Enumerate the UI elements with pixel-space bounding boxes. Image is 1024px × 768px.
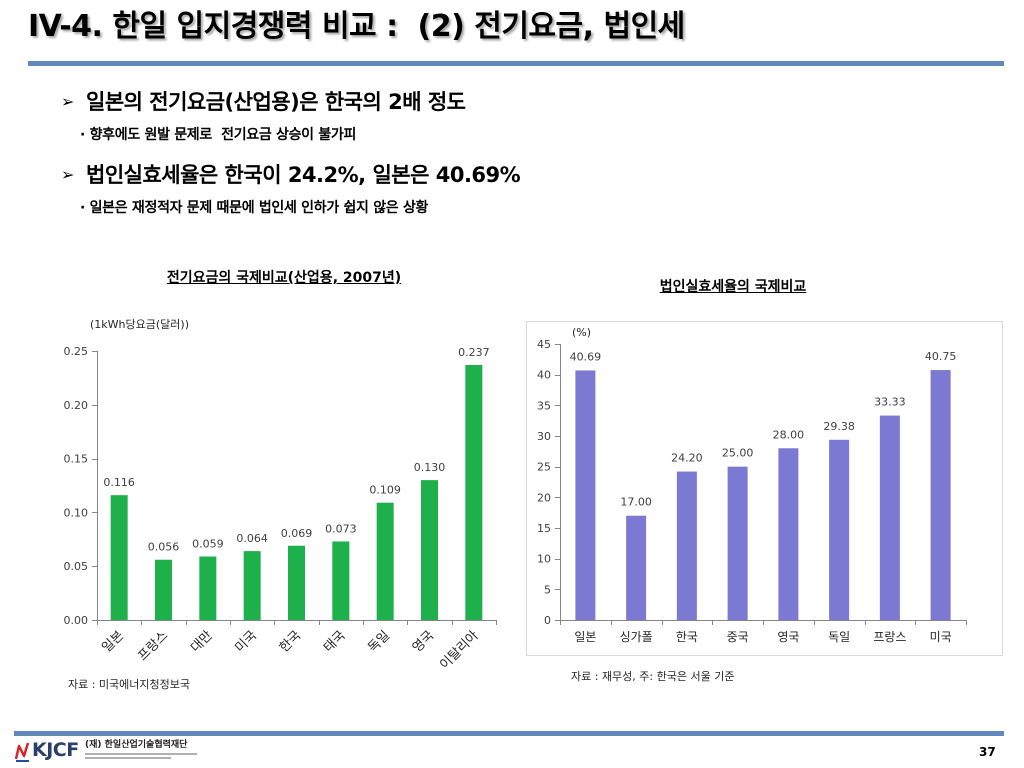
electricity-category-label: 독일 <box>365 628 393 656</box>
tax-y-tick-label: 15 <box>537 522 551 535</box>
tax-data-label: 40.69 <box>570 350 602 363</box>
electricity-bar <box>421 480 438 620</box>
tax-unit-label: (%) <box>572 326 592 339</box>
electricity-category-label: 프랑스 <box>135 628 171 664</box>
electricity-chart-title: 전기요금의 국제비교(산업용, 2007년) <box>166 270 402 286</box>
bullet-electricity-note: · 향후에도 원발 문제로 전기요금 상승이 불가피 <box>80 127 357 143</box>
tax-y-tick-label: 35 <box>537 399 551 412</box>
electricity-y-tick-label: 0.05 <box>64 560 89 573</box>
tax-data-label: 33.33 <box>874 396 906 409</box>
electricity-bar <box>155 559 172 620</box>
footer-divider <box>14 731 1004 736</box>
arrow-bullet-icon: ➢ <box>61 92 75 111</box>
page-number: 37 <box>979 745 996 759</box>
tax-bar <box>676 471 697 620</box>
electricity-data-label: 0.069 <box>281 527 313 540</box>
bullet-electricity: 일본의 전기요금(산업용)은 한국의 2배 정도 <box>86 90 466 114</box>
electricity-data-label: 0.073 <box>325 522 357 535</box>
tax-category-label: 일본 <box>574 630 596 644</box>
tax-data-label: 29.38 <box>823 420 855 433</box>
electricity-category-label: 태국 <box>321 628 349 656</box>
electricity-bar <box>110 495 128 620</box>
tax-y-tick-label: 30 <box>537 430 551 443</box>
electricity-bar <box>243 551 261 620</box>
tax-category-label: 독일 <box>828 630 850 644</box>
logo-wordmark: KJCF <box>32 739 79 761</box>
tax-bar <box>930 370 951 620</box>
electricity-data-label: 0.064 <box>236 532 268 545</box>
electricity-category-label: 이탈리아 <box>437 628 481 672</box>
tax-bar <box>778 448 799 620</box>
electricity-category-label: 한국 <box>277 628 305 656</box>
electricity-data-label: 0.056 <box>148 541 180 554</box>
tax-bar <box>727 466 748 620</box>
electricity-category-label: 미국 <box>232 628 260 656</box>
title-divider <box>28 61 1004 66</box>
tax-bar <box>575 370 596 620</box>
electricity-y-tick-label: 0.15 <box>64 453 89 466</box>
electricity-price-chart: 0.116 일본 0.056 프랑스 0.059 대만 0.064 미국 0.069 한국 0.07… <box>64 345 497 673</box>
tax-category-label: 싱가폴 <box>620 630 653 644</box>
bullet-corporate-tax-note: · 일본은 재정적자 문제 때문에 법인세 인하가 쉽지 않은 상황 <box>80 200 429 216</box>
electricity-y-tick-label: 0.10 <box>64 506 89 519</box>
bullet-corporate-tax: 법인실효세율은 한국이 24.2%, 일본은 40.69% <box>86 163 521 187</box>
tax-category-label: 중국 <box>727 630 749 644</box>
tax-category-label: 미국 <box>930 630 952 644</box>
tax-bar <box>829 439 850 620</box>
electricity-bar <box>465 364 483 620</box>
electricity-data-label: 0.059 <box>192 538 224 551</box>
electricity-category-label: 영국 <box>410 628 438 656</box>
logo-fine-print <box>85 757 171 759</box>
tax-y-tick-label: 10 <box>537 553 551 566</box>
tax-bar <box>626 515 647 620</box>
electricity-bar <box>288 545 305 620</box>
logo-fine-print <box>85 753 197 755</box>
tax-y-tick-label: 40 <box>537 369 551 382</box>
tax-bar <box>879 415 900 620</box>
electricity-category-label: 일본 <box>99 628 127 656</box>
tax-chart-frame <box>526 321 1003 656</box>
tax-category-label: 한국 <box>676 630 698 644</box>
tax-data-label: 40.75 <box>925 350 957 363</box>
tax-y-tick-label: 5 <box>544 583 551 596</box>
tax-chart-title: 법인실효세율의 국제비교 <box>659 279 807 295</box>
electricity-y-tick-label: 0.20 <box>64 399 89 412</box>
electricity-data-label: 0.130 <box>414 461 446 474</box>
tax-y-tick-label: 45 <box>537 338 551 351</box>
electricity-unit-label: (1kWh당요금(달러)) <box>90 318 189 331</box>
tax-source-note: 자료 : 재무성, 주: 한국은 서울 기준 <box>571 670 735 683</box>
tax-data-label: 24.20 <box>671 452 703 465</box>
electricity-data-label: 0.109 <box>369 484 401 497</box>
electricity-y-tick-label: 0.00 <box>64 614 89 627</box>
logo-organization-name: (재) 한일산업기술협력재단 <box>85 740 188 750</box>
tax-data-label: 28.00 <box>773 428 805 441</box>
electricity-data-label: 0.237 <box>458 346 490 359</box>
electricity-category-label: 대만 <box>188 628 216 656</box>
electricity-y-tick-label: 0.25 <box>64 345 89 358</box>
electricity-data-label: 0.116 <box>103 476 134 489</box>
arrow-bullet-icon: ➢ <box>61 165 75 184</box>
tax-y-tick-label: 20 <box>537 491 551 504</box>
tax-category-label: 영국 <box>777 630 799 644</box>
tax-data-label: 17.00 <box>620 496 652 509</box>
tax-category-label: 프랑스 <box>873 630 906 644</box>
slide-title: IV-4. 한일 입지경쟁력 비교 : (2) 전기요금, 법인세 <box>28 9 685 44</box>
electricity-bar <box>332 541 350 620</box>
tax-y-tick-label: 25 <box>537 461 551 474</box>
kjcf-logo: KJCF (재) 한일산업기술협력재단 <box>15 738 215 764</box>
tax-data-label: 25.00 <box>722 447 754 460</box>
electricity-source-note: 자료 : 미국에너지청정보국 <box>68 678 191 691</box>
corporate-tax-chart: 40.69 일본 17.00 싱가폴 24.20 한국 25.00 중국 28.00 영국 29.3… <box>537 338 967 644</box>
electricity-bar <box>376 502 394 620</box>
tax-y-tick-label: 0 <box>544 614 551 627</box>
kjcf-mark-icon <box>15 742 30 762</box>
electricity-bar <box>199 556 217 620</box>
